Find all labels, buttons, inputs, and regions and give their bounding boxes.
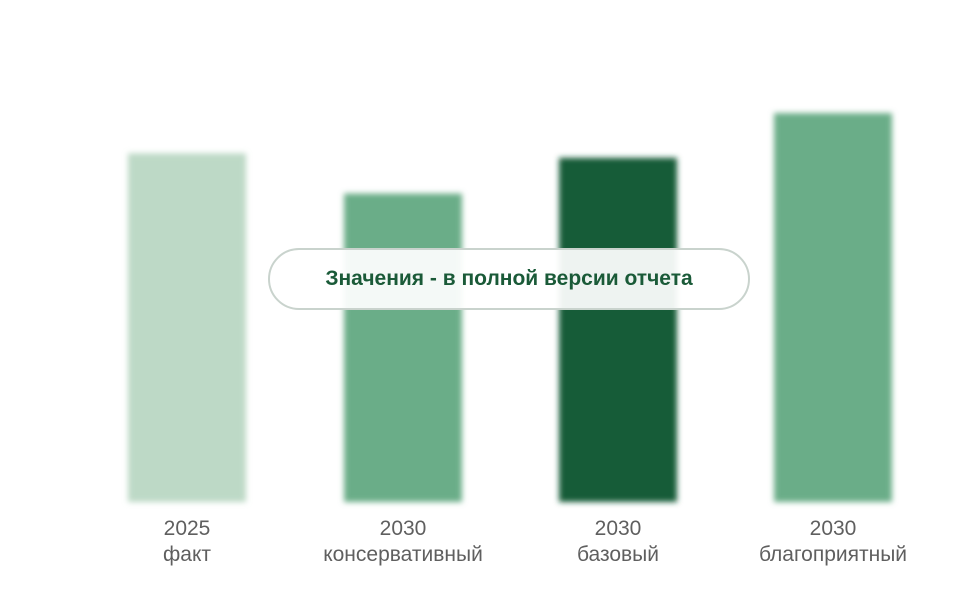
full-report-notice-text: Значения - в полной версии отчета [325,267,693,290]
x-tick-scenario: консервативный [323,543,483,566]
x-tick-year: 2030 [809,517,857,540]
x-tick-scenario: факт [163,543,211,566]
x-tick-scenario: базовый [576,543,660,566]
bar-1 [128,153,246,502]
x-tick-label: 2030 благоприятный [733,516,933,568]
x-tick-year: 2025 [163,517,211,540]
bar-4 [774,113,892,503]
x-tick-label: 2030 консервативный [303,516,503,568]
x-tick-year: 2030 [594,517,642,540]
x-tick-year: 2030 [379,517,427,540]
x-tick-scenario: благоприятный [758,543,908,566]
bar-2 [344,193,462,502]
x-tick-label: 2030 базовый [518,516,718,568]
bar-3 [559,157,677,502]
full-report-notice: Значения - в полной версии отчета [268,248,750,310]
x-tick-label: 2025 факт [87,516,287,568]
